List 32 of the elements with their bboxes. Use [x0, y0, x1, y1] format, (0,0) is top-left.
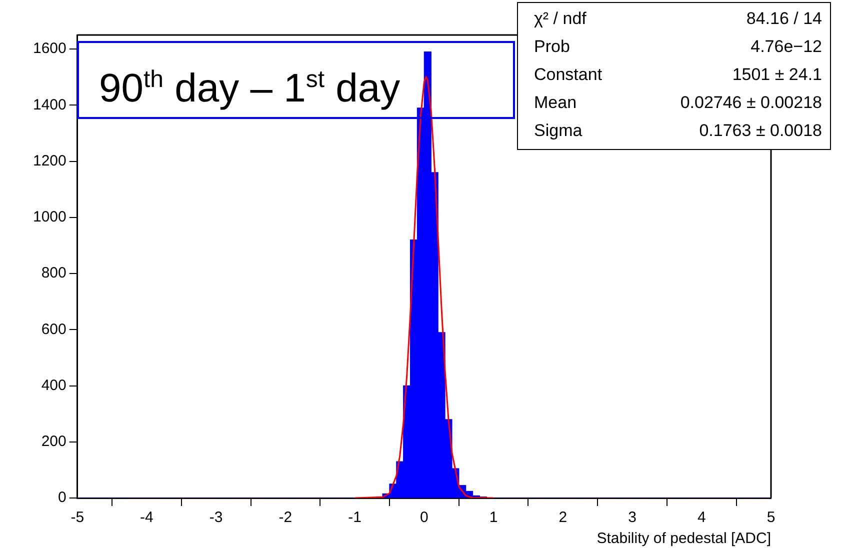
text: χ² / ndf [534, 8, 586, 30]
y-tick-label: 1400 [32, 96, 66, 114]
x-tick-label: -5 [70, 509, 84, 526]
x-tick-label: -1 [348, 509, 362, 526]
y-tick-label: 400 [41, 376, 66, 394]
y-tick-label: 1600 [32, 40, 66, 58]
x-axis-title: Stability of pedestal [ADC] [596, 530, 771, 548]
y-tick-label: 600 [41, 320, 66, 338]
y-tick-label: 800 [41, 264, 66, 282]
x-tick-label: 0 [420, 509, 428, 526]
y-tick-label: 0 [58, 489, 66, 506]
annotation: Constant [534, 64, 602, 86]
annotation: 1501 ± 24.1 [732, 64, 822, 86]
x-tick-label: 4 [697, 509, 706, 526]
x-tick-label: 2 [558, 509, 568, 526]
x-tick-label: 5 [766, 509, 776, 526]
annotation: Prob [534, 36, 570, 58]
y-tick-label: 1000 [32, 208, 66, 226]
text: 90$^{th}$ day – 1$^{st}$ day [77, 41, 515, 119]
annotation: Mean [534, 92, 577, 114]
annotation: Sigma [534, 120, 582, 142]
y-tick-label: 200 [41, 433, 66, 450]
text: 84.16 / 14 [746, 8, 822, 30]
x-tick-label: -2 [278, 509, 292, 526]
annotation: 0.1763 ± 0.0018 [699, 120, 822, 142]
y-tick-label: 1200 [32, 152, 66, 170]
annotation: 4.76e−12 [750, 36, 822, 58]
x-tick-label: 3 [628, 509, 636, 526]
x-tick-label: -4 [140, 509, 154, 526]
x-tick-label: -3 [209, 509, 223, 526]
x-tick-label: 1 [489, 509, 498, 526]
annotation: 0.02746 ± 0.00218 [680, 92, 822, 114]
